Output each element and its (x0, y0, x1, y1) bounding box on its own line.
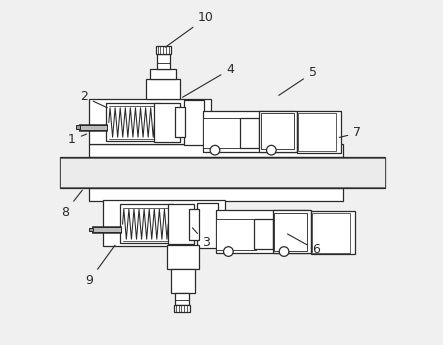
Bar (175, 293, 189, 305)
Bar (106, 103, 159, 140)
Text: 7: 7 (339, 127, 361, 139)
Text: 6: 6 (288, 234, 320, 256)
Bar (120, 204, 173, 243)
Text: 4: 4 (183, 63, 234, 97)
Circle shape (224, 247, 233, 256)
Bar (202, 118, 242, 148)
Bar (174, 305, 190, 312)
Circle shape (210, 145, 220, 155)
Bar (89, 144, 343, 157)
Bar (168, 204, 194, 244)
Text: 2: 2 (80, 90, 107, 108)
Bar (89, 99, 211, 144)
Bar (274, 213, 307, 251)
Bar (155, 46, 171, 53)
Bar (273, 210, 311, 253)
Bar (89, 188, 343, 201)
Bar (103, 200, 225, 246)
Bar (76, 126, 80, 129)
Text: 10: 10 (165, 11, 214, 47)
Bar (241, 118, 259, 148)
Bar (146, 79, 180, 99)
Bar (92, 226, 121, 233)
Bar (89, 228, 93, 231)
Text: 1: 1 (68, 134, 87, 146)
Bar (92, 227, 121, 232)
Text: 8: 8 (61, 190, 82, 218)
Bar (312, 214, 350, 253)
Bar (155, 103, 180, 141)
Circle shape (279, 247, 289, 256)
Bar (171, 269, 194, 294)
Bar (189, 209, 199, 239)
Bar (79, 125, 107, 130)
Bar (150, 69, 176, 79)
Text: 5: 5 (279, 66, 317, 95)
Bar (60, 158, 385, 187)
Circle shape (267, 145, 276, 155)
Bar (198, 203, 218, 248)
Bar (297, 111, 341, 152)
Bar (157, 53, 170, 69)
Bar (184, 100, 204, 145)
Bar (167, 245, 199, 269)
Bar (311, 211, 355, 254)
Bar (79, 124, 107, 130)
Bar (216, 210, 309, 253)
Bar (175, 107, 186, 137)
Bar (254, 219, 273, 249)
Bar (202, 111, 295, 152)
Bar (261, 113, 294, 149)
Bar (299, 113, 336, 151)
Bar (216, 218, 256, 250)
Bar (60, 157, 385, 188)
Text: 9: 9 (85, 245, 115, 287)
Text: 3: 3 (192, 228, 210, 249)
Bar (259, 111, 297, 152)
